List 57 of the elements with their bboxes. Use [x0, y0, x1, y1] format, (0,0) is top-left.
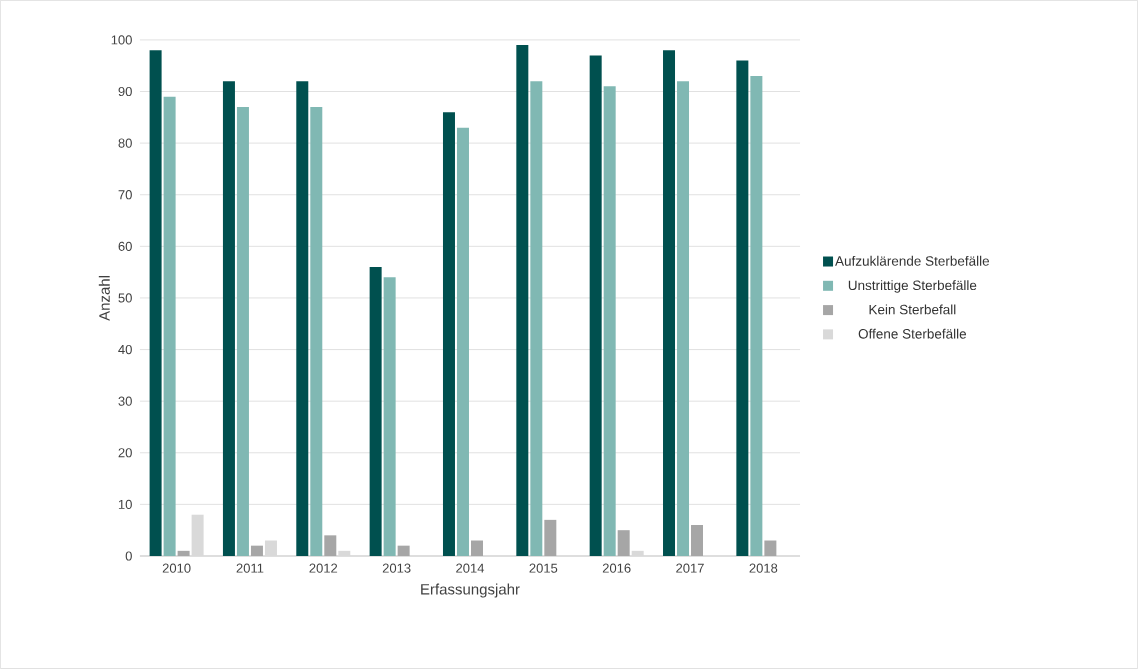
x-axis-title: Erfassungsjahr: [421, 583, 520, 598]
legend-label: Aufzuklärende Sterbefälle: [835, 255, 990, 266]
y-tick-label: 50: [118, 293, 132, 303]
bar: [530, 81, 543, 557]
y-tick-label: 70: [118, 190, 132, 200]
bar: [369, 267, 382, 557]
y-axis-title: Anzahl: [98, 276, 110, 321]
bar: [750, 76, 763, 557]
y-tick-label: 80: [118, 138, 132, 148]
bar: [296, 81, 309, 557]
bar: [338, 550, 351, 557]
bar: [617, 530, 630, 557]
bar: [677, 81, 690, 557]
bar: [516, 45, 529, 557]
y-tick-label: 100: [111, 35, 132, 45]
bar: [691, 525, 704, 557]
bar: [222, 81, 235, 557]
bar: [264, 540, 277, 557]
bar: [456, 127, 469, 557]
bar: [250, 545, 263, 557]
y-tick-label: 10: [118, 499, 132, 510]
y-tick-label: 90: [118, 86, 132, 97]
bar: [603, 86, 616, 557]
bar: [470, 540, 483, 557]
x-tick-label: 2014: [456, 563, 485, 573]
x-tick-label: 2016: [602, 563, 631, 573]
bar: [310, 107, 323, 557]
bar: [736, 60, 749, 557]
bar: [397, 545, 410, 557]
y-tick-label: 0: [125, 551, 132, 561]
y-tick-label: 20: [118, 448, 132, 458]
bar: [764, 540, 777, 557]
legend-label: Offene Sterbefälle: [858, 328, 967, 339]
x-tick-label: 2012: [309, 563, 338, 573]
x-tick-label: 2013: [382, 563, 411, 573]
bar: [631, 550, 644, 557]
y-tick-label: 30: [118, 396, 132, 406]
bar: [163, 96, 176, 557]
x-tick-label: 2018: [749, 563, 778, 573]
text: Kein Sterbefall: [869, 304, 956, 315]
bar: [383, 277, 396, 557]
bar: [191, 514, 204, 557]
y-tick-label: 40: [118, 344, 132, 355]
bar: [149, 50, 162, 557]
bar: [663, 50, 676, 557]
bar: [177, 550, 190, 557]
x-tick-label: 2017: [676, 563, 704, 573]
bar: [236, 107, 249, 557]
bar: [589, 55, 602, 557]
y-tick-label: 60: [118, 241, 132, 251]
bar: [324, 535, 337, 557]
bar: [442, 112, 455, 557]
x-tick-label: 2010: [162, 563, 191, 573]
x-tick-label: 2011: [236, 563, 264, 573]
x-tick-label: 2015: [529, 563, 558, 573]
legend-label: Unstrittige Sterbefälle: [848, 280, 977, 293]
bar: [544, 519, 557, 557]
